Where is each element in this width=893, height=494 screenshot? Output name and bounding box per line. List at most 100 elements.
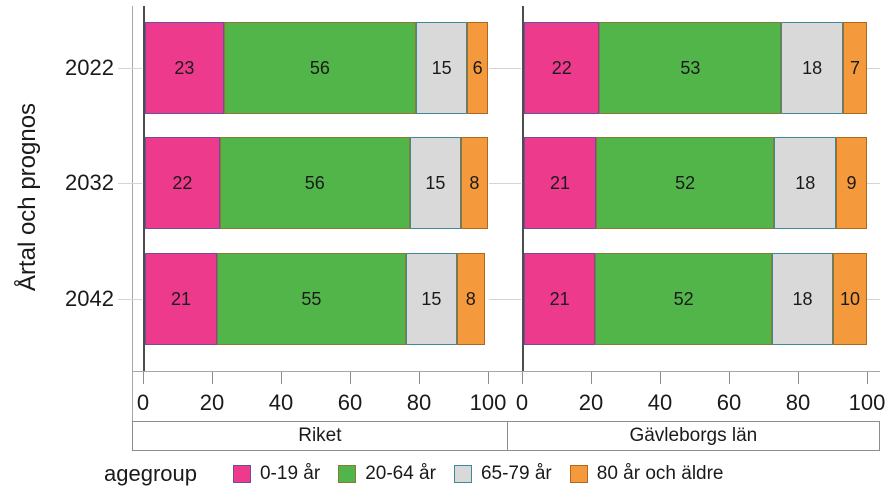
- bar-value-label: 15: [421, 288, 442, 309]
- legend-items: 0-19 år 20-64 år 65-79 år 80 år och äldre: [232, 463, 742, 485]
- bar-segment-0-19 år: 22: [145, 137, 220, 229]
- bar-value-label: 8: [469, 172, 480, 193]
- bar-segment-20-64 år: 53: [599, 22, 782, 114]
- legend-item-20-64 år: 20-64 år: [338, 463, 436, 485]
- bar-value-label: 22: [172, 172, 193, 193]
- x-tick-label: 0: [515, 390, 529, 415]
- panel-label-band: Riket Gävleborgs län: [132, 421, 880, 451]
- bar-value-label: 56: [309, 57, 330, 78]
- bar-value-label: 18: [792, 288, 813, 309]
- x-tick-mark: [660, 372, 661, 384]
- y-axis-rule: [132, 6, 133, 421]
- bar-value-label: 53: [680, 57, 701, 78]
- y-tick-line: [118, 299, 142, 300]
- bar-segment-80 år och äldre: 9: [836, 137, 867, 229]
- legend-item-65-79 år: 65-79 år: [453, 463, 552, 485]
- y-tick-label-2032: 2032: [65, 170, 114, 195]
- y-tick-line: [489, 183, 521, 184]
- y-tick-line: [489, 68, 521, 69]
- x-tick-mark: [522, 372, 523, 384]
- bar-Gävleborgs län-2022: 22 53 18 7: [524, 22, 867, 114]
- x-tick-label: 80: [406, 390, 432, 415]
- legend: agegroup 0-19 år 20-64 år 65-79 år 80 år oc…: [104, 458, 742, 490]
- y-tick-line: [863, 68, 880, 69]
- x-tick-mark: [867, 372, 868, 384]
- bar-Gävleborgs län-2032: 21 52 18 9: [524, 137, 867, 229]
- y-tick-line: [863, 183, 880, 184]
- bar-segment-20-64 år: 55: [217, 253, 406, 345]
- x-tick-label: 0: [136, 390, 150, 415]
- x-tick-label: 60: [337, 390, 363, 415]
- x-tick-label: 40: [268, 390, 294, 415]
- legend-item-label: 0-19 år: [259, 463, 321, 484]
- panel-band-label-1: Riket: [298, 425, 342, 446]
- x-tick-mark: [591, 372, 592, 384]
- legend-swatch-icon: [453, 465, 472, 483]
- bar-Riket-2042: 21 55 15 8: [145, 253, 488, 345]
- bar-segment-0-19 år: 22: [524, 22, 600, 114]
- x-tick-label: 100: [848, 390, 886, 415]
- bar-value-label: 18: [795, 172, 816, 193]
- y-tick-label-2022: 2022: [65, 55, 114, 80]
- y-tick-line: [118, 68, 142, 69]
- bar-segment-65-79 år: 18: [774, 137, 837, 229]
- panel-1: 23 56 15 6 22 56 15 8 21 55 15 8: [143, 6, 489, 371]
- bar-segment-65-79 år: 15: [409, 137, 461, 229]
- y-axis-title: Årtal och prognos: [14, 102, 41, 292]
- x-tick-mark: [729, 372, 730, 384]
- x-tick-label: 60: [716, 390, 742, 415]
- bar-value-label: 21: [549, 172, 571, 193]
- bar-segment-20-64 år: 52: [596, 137, 775, 229]
- bar-value-label: 15: [431, 57, 452, 78]
- x-tick-mark: [419, 372, 420, 384]
- bar-segment-0-19 år: 23: [145, 22, 224, 114]
- bar-segment-80 år och äldre: 6: [467, 22, 488, 114]
- y-tick-line: [863, 299, 880, 300]
- bar-value-label: 56: [304, 172, 325, 193]
- x-tick-mark: [281, 372, 282, 384]
- x-tick-mark: [488, 372, 489, 384]
- legend-title: agegroup: [104, 461, 197, 486]
- bar-segment-80 år och äldre: 8: [457, 253, 485, 345]
- x-tick-label: 40: [647, 390, 673, 415]
- bar-segment-65-79 år: 15: [415, 22, 468, 114]
- legend-item-label: 65-79 år: [480, 463, 552, 484]
- y-tick-line: [118, 183, 142, 184]
- panel-2: 22 53 18 7 21 52 18 9 21 52 18 10: [522, 6, 867, 371]
- bar-Riket-2032: 22 56 15 8: [145, 137, 489, 229]
- legend-item-0-19 år: 0-19 år: [232, 463, 321, 485]
- bar-segment-65-79 år: 15: [405, 253, 458, 345]
- bar-segment-80 år och äldre: 7: [842, 22, 867, 114]
- bar-Gävleborgs län-2042: 21 52 18 10: [524, 253, 867, 345]
- x-tick-label: 20: [199, 390, 225, 415]
- bar-segment-20-64 år: 56: [223, 22, 416, 114]
- bar-value-label: 15: [425, 172, 446, 193]
- x-tick-mark: [350, 372, 351, 384]
- bar-value-label: 55: [301, 288, 322, 309]
- x-tick-mark: [212, 372, 213, 384]
- bar-value-label: 7: [849, 57, 860, 78]
- bar-segment-65-79 år: 18: [781, 22, 843, 114]
- bar-Riket-2022: 23 56 15 6: [145, 22, 488, 114]
- legend-item-label: 80 år och äldre: [596, 463, 724, 484]
- bar-value-label: 23: [174, 57, 195, 78]
- legend-item-label: 20-64 år: [365, 463, 436, 484]
- legend-swatch-icon: [338, 465, 357, 483]
- bar-segment-0-19 år: 21: [145, 253, 218, 345]
- bar-value-label: 52: [673, 288, 694, 309]
- y-tick-line: [489, 299, 521, 300]
- bar-value-label: 8: [465, 288, 476, 309]
- bar-value-label: 6: [472, 57, 483, 78]
- bar-value-label: 10: [840, 288, 861, 309]
- y-tick-label-2042: 2042: [65, 286, 114, 311]
- bar-segment-0-19 år: 21: [524, 253, 596, 345]
- bar-segment-80 år och äldre: 8: [460, 137, 489, 229]
- legend-item-80 år och äldre: 80 år och äldre: [569, 463, 724, 485]
- bar-segment-0-19 år: 21: [524, 137, 597, 229]
- bar-value-label: 52: [675, 172, 696, 193]
- bar-value-label: 21: [170, 288, 192, 309]
- x-tick-label: 80: [785, 390, 811, 415]
- x-tick-label: 20: [578, 390, 604, 415]
- x-tick-label: 100: [469, 390, 507, 415]
